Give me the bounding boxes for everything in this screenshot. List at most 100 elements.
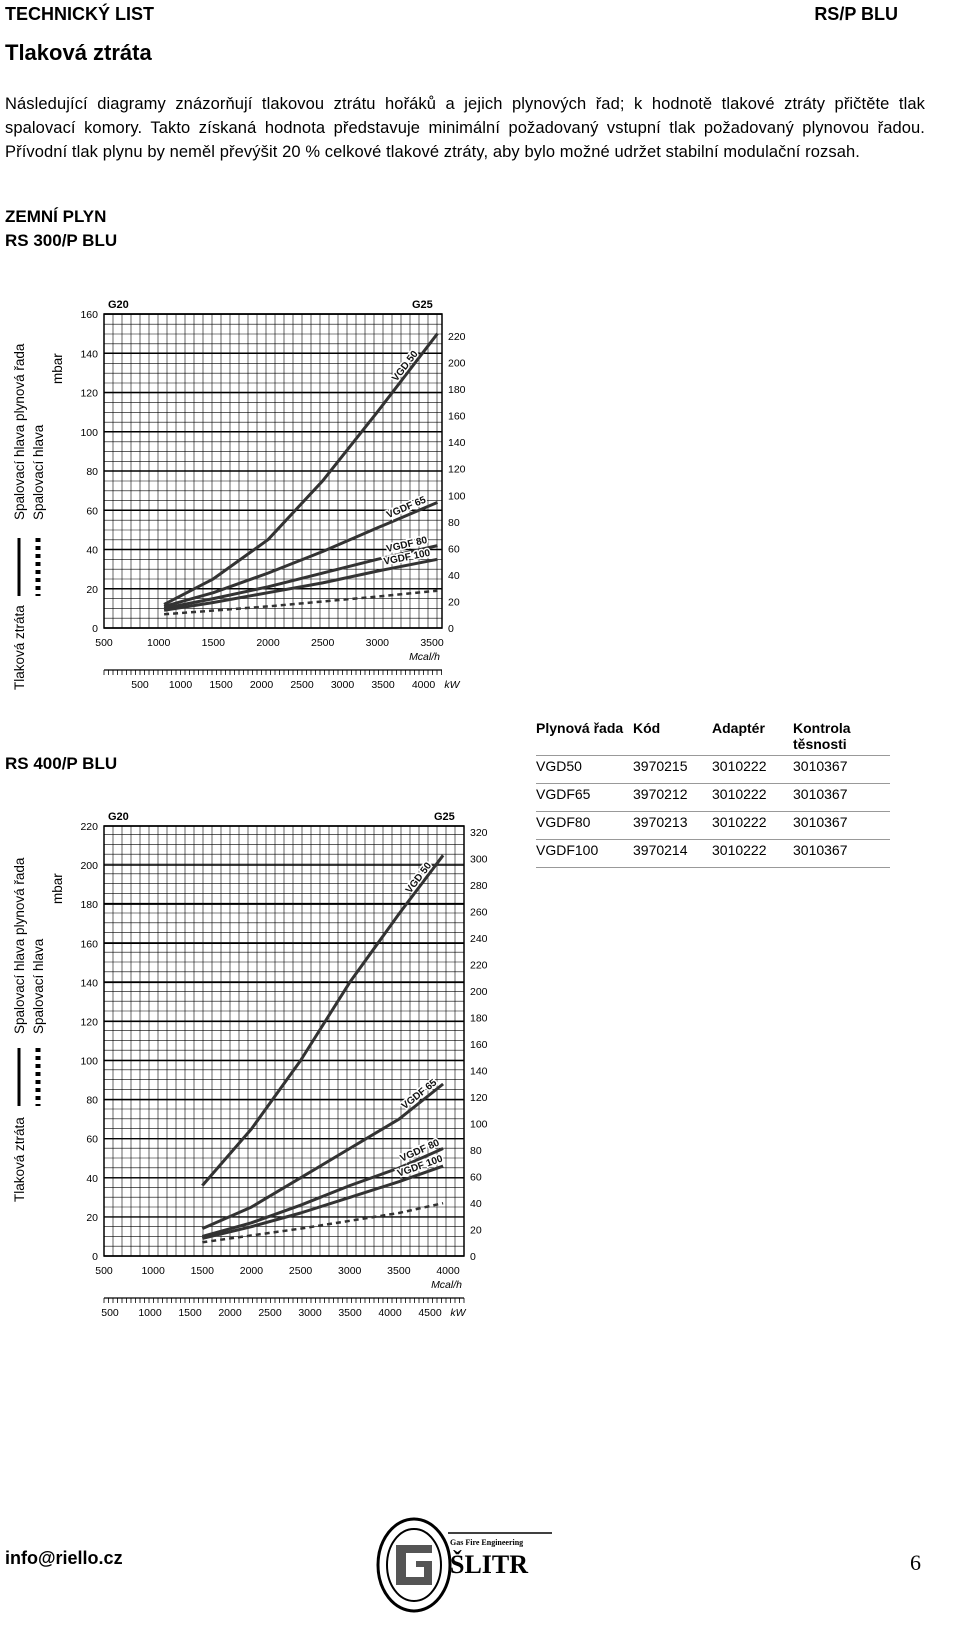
y-tick-label: 40	[86, 545, 98, 557]
kw-tick-label: 3500	[371, 679, 395, 691]
y2-tick-label: 240	[470, 933, 488, 945]
table-cell: 3010222	[712, 755, 793, 784]
col-header-leak-test: Kontrola těsnosti	[793, 718, 890, 756]
pressure-chart-rs300: G20 G25 0 20 40 60 80 100 120 140 160 0 20 40 60 80 100 1…	[80, 300, 466, 691]
table-cell: VGD50	[536, 755, 633, 784]
page-number: 6	[910, 1550, 921, 1575]
x-tick-label: 2000	[240, 1265, 264, 1277]
y2-tick-label: 200	[448, 358, 466, 370]
y-tick-label: 20	[86, 1212, 98, 1224]
y2-tick-label: 140	[470, 1066, 488, 1078]
legend-key-2	[17, 1048, 41, 1106]
y-tick-label: 160	[80, 309, 98, 321]
y2-tick-label: 120	[448, 464, 466, 476]
y-tick-label: 140	[80, 977, 98, 989]
table-header-row: Plynová řada Kód Adaptér Kontrola těsnos…	[536, 718, 890, 756]
kw-tick-label: 500	[131, 679, 149, 691]
y2-tick-label: 180	[448, 384, 466, 396]
y2-tick-label: 60	[448, 543, 460, 555]
legend-key-1	[17, 538, 41, 596]
side-label-head-train-2: Spalovací hlava plynová řada	[12, 857, 27, 1034]
y-tick-label: 220	[80, 821, 98, 833]
y2-tick-label: 300	[470, 854, 488, 866]
y2-tick-label: 20	[448, 596, 460, 608]
y2-tick-label: 0	[470, 1251, 476, 1263]
side-label-unit-2: mbar	[50, 873, 65, 904]
x-unit-kw: kW	[444, 679, 460, 691]
kw-tick-label: 1500	[209, 679, 233, 691]
doc-header-left: TECHNICKÝ LIST	[5, 4, 155, 24]
series-head-loss-line	[202, 1201, 444, 1244]
y-tick-label: 200	[80, 860, 98, 872]
kw-tick-label: 1000	[138, 1307, 162, 1319]
x-tick-label: 3500	[387, 1265, 411, 1277]
x-tick-label: 1000	[141, 1265, 165, 1277]
table-row: VGDF100 3970214 3010222 3010367	[536, 839, 890, 868]
x-tick-label: 3000	[338, 1265, 362, 1277]
y2-tick-label: 160	[448, 411, 466, 423]
x-tick-label: 3500	[420, 637, 444, 649]
kw-tick-label: 2000	[250, 679, 274, 691]
x-unit-kw: kW	[450, 1307, 466, 1319]
side-label-head-2: Spalovací hlava	[31, 938, 46, 1034]
series-line-2	[163, 501, 439, 608]
chart2-title: RS 400/P BLU	[5, 754, 118, 773]
x-tick-label: 500	[95, 637, 113, 649]
y2-tick-label: 40	[470, 1198, 482, 1210]
gas-train-table: Plynová řada Kód Adaptér Kontrola těsnos…	[536, 718, 890, 868]
x-tick-label: 4000	[436, 1265, 460, 1277]
kw-tick-label: 3000	[298, 1307, 322, 1319]
series-line-4	[163, 557, 438, 612]
y2-tick-label: 220	[470, 960, 488, 972]
table-cell: 3970213	[633, 811, 712, 840]
side-label-head-train: Spalovací hlava plynová řada	[12, 343, 27, 520]
kw-tick-label: 2000	[218, 1307, 242, 1319]
kw-tick-label: 4500	[418, 1307, 442, 1319]
table-cell: 3010367	[793, 755, 890, 784]
side-label-unit: mbar	[50, 353, 65, 384]
x-tick-label: 1500	[202, 637, 226, 649]
kw-tick-label: 500	[101, 1307, 119, 1319]
x-tick-label: 2500	[311, 637, 335, 649]
chart1-title: RS 300/P BLU	[5, 231, 118, 250]
label-g20: G20	[108, 812, 129, 823]
side-label-loss: Tlaková ztráta	[12, 605, 27, 690]
x-tick-label: 3000	[366, 637, 390, 649]
gas-type-heading: ZEMNÍ PLYN	[5, 207, 107, 226]
pressure-chart-rs400: G20 G25 0 20 40 60 80 100 120 140 160 180 200 220 0 20 4…	[80, 812, 488, 1319]
intro-paragraph: Následující diagramy znázorňují tlakovou…	[5, 95, 925, 161]
x-unit-mcal: Mcal/h	[409, 651, 440, 663]
y2-tick-label: 120	[470, 1092, 488, 1104]
y2-tick-label: 200	[470, 986, 488, 998]
y2-tick-label: 80	[448, 517, 460, 529]
doc-header-right: RS/P BLU	[814, 4, 898, 24]
y2-tick-label: 100	[470, 1119, 488, 1131]
kw-tick-label: 1500	[178, 1307, 202, 1319]
kw-tick-label: 3500	[338, 1307, 362, 1319]
series-line-3	[201, 1147, 444, 1238]
y2-tick-label: 60	[470, 1172, 482, 1184]
table-cell: 3970214	[633, 839, 712, 868]
y-tick-label: 0	[92, 623, 98, 635]
y2-tick-label: 180	[470, 1013, 488, 1025]
y2-tick-label: 100	[448, 490, 466, 502]
table-row: VGDF80 3970213 3010222 3010367	[536, 811, 890, 840]
logo-name: ŠLITR	[450, 1550, 528, 1579]
page-title: Tlaková ztráta	[5, 40, 152, 65]
table-cell: 3010222	[712, 839, 793, 868]
logo-tagline: Gas Fire Engineering	[450, 1538, 523, 1547]
x-tick-label: 2500	[289, 1265, 313, 1277]
table-cell: VGDF65	[536, 783, 633, 812]
table-cell: 3010367	[793, 839, 890, 868]
series-line-2	[201, 1082, 445, 1230]
label-g20: G20	[108, 300, 129, 311]
x-unit-mcal: Mcal/h	[431, 1279, 462, 1291]
table-row: VGD50 3970215 3010222 3010367	[536, 755, 890, 784]
table-cell: VGDF100	[536, 839, 633, 868]
table-cell: VGDF80	[536, 811, 633, 840]
kw-tick-label: 4000	[378, 1307, 402, 1319]
y-tick-label: 100	[80, 1056, 98, 1068]
series-line-3	[163, 544, 438, 610]
label-g25: G25	[434, 812, 455, 823]
series-line-4	[201, 1164, 444, 1240]
